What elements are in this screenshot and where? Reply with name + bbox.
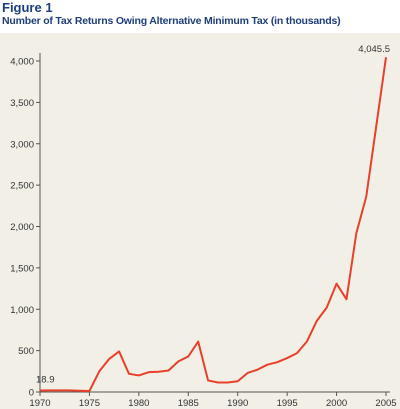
axes bbox=[39, 53, 390, 393]
annotation-end-value: 4,045.5 bbox=[358, 44, 390, 55]
y-tick-label: 4,000 bbox=[10, 57, 34, 68]
figure-label: Figure 1 bbox=[2, 0, 53, 15]
y-tick-label: 2,500 bbox=[10, 181, 34, 192]
x-ticks: 1970 1975 1980 1985 1990 1995 2000 2005 bbox=[29, 392, 397, 409]
y-tick-label: 2,000 bbox=[10, 222, 34, 233]
y-tick-label: 3,500 bbox=[10, 98, 34, 109]
chart-title: Number of Tax Returns Owing Alternative … bbox=[2, 15, 341, 27]
y-tick-label: 1,000 bbox=[10, 305, 34, 316]
x-tick-label: 2000 bbox=[326, 398, 347, 409]
y-tick-label: 3,000 bbox=[10, 139, 34, 150]
y-tick-label: 500 bbox=[18, 346, 34, 357]
y-tick-label: 1,500 bbox=[10, 263, 34, 274]
x-tick-label: 1975 bbox=[79, 398, 100, 409]
x-tick-label: 1985 bbox=[178, 398, 199, 409]
annotations: 18.9 4,045.5 bbox=[36, 44, 390, 385]
x-tick-label: 2005 bbox=[375, 398, 396, 409]
y-tick-label: 0 bbox=[29, 388, 34, 399]
y-ticks: 0 500 1,000 1,500 2,000 2,500 3,000 3,500 4,000 bbox=[10, 57, 40, 399]
x-tick-label: 1995 bbox=[277, 398, 298, 409]
x-tick-label: 1970 bbox=[29, 398, 50, 409]
x-tick-label: 1990 bbox=[227, 398, 248, 409]
annotation-start-value: 18.9 bbox=[36, 374, 55, 385]
x-tick-label: 1980 bbox=[128, 398, 149, 409]
series-line bbox=[39, 57, 387, 393]
